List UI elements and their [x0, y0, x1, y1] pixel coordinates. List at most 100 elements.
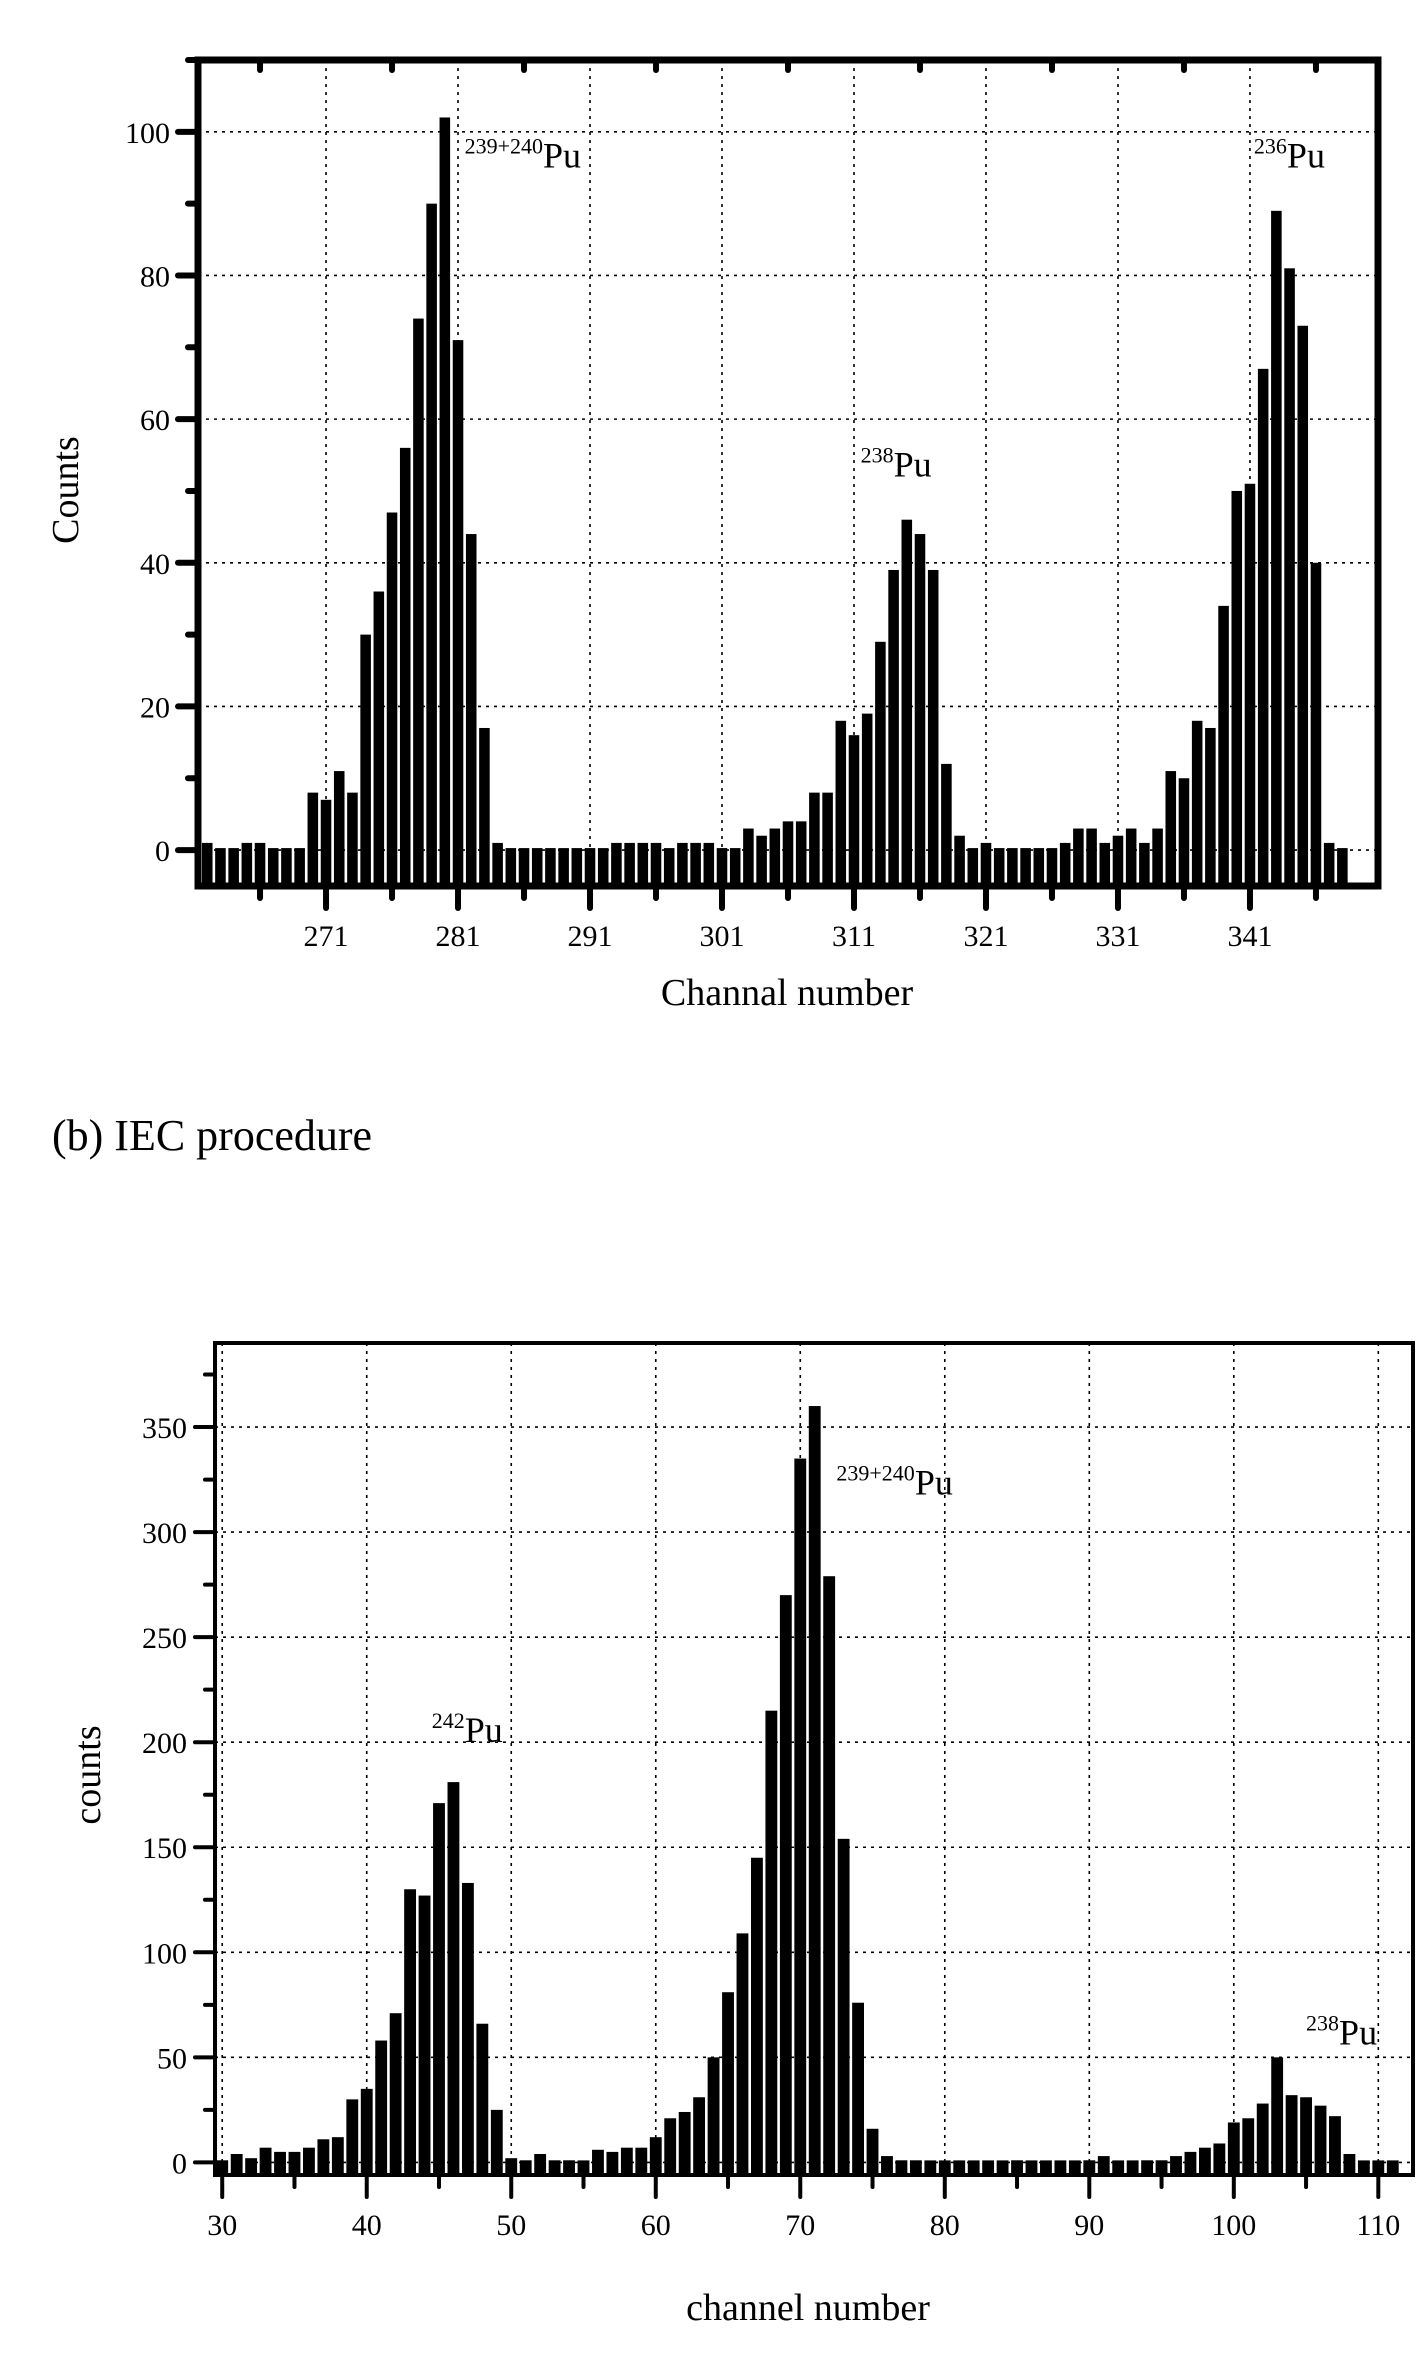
bar — [1337, 848, 1348, 886]
bar — [1285, 2095, 1298, 2175]
bar — [465, 534, 477, 886]
x-tick-label: 80 — [930, 2209, 960, 2242]
y-tick-label: 350 — [142, 1412, 187, 1445]
bar — [592, 2149, 604, 2175]
bar — [1086, 828, 1097, 886]
bar — [331, 2137, 344, 2175]
bar — [439, 117, 451, 886]
bar — [1020, 848, 1031, 886]
bar — [346, 2099, 359, 2175]
bar — [1257, 368, 1269, 886]
bar — [320, 799, 332, 886]
bar — [941, 763, 952, 886]
y-tick-label: 300 — [142, 1517, 187, 1550]
bar — [1256, 2103, 1269, 2175]
bar — [281, 848, 292, 886]
bar — [756, 835, 767, 886]
bar — [215, 848, 226, 886]
x-tick-label: 90 — [1074, 2209, 1104, 2242]
bar — [1372, 2160, 1385, 2175]
y-tick-label: 100 — [142, 1937, 187, 1970]
bar — [375, 2040, 388, 2175]
bar — [690, 842, 701, 886]
y-axis-title: counts — [67, 1725, 109, 1824]
bar — [1178, 778, 1190, 886]
bar — [1083, 2160, 1096, 2175]
histogram-bars — [216, 1406, 1399, 2175]
bar — [693, 2097, 706, 2175]
bar — [924, 2160, 937, 2175]
bar — [703, 842, 715, 886]
y-tick-label: 20 — [140, 691, 170, 724]
bar — [1244, 483, 1256, 886]
bar — [228, 848, 239, 886]
bar — [360, 634, 371, 886]
bar — [809, 792, 820, 886]
bar — [996, 2160, 1009, 2175]
bar — [548, 2160, 561, 2175]
bar — [259, 2147, 272, 2175]
bar — [852, 2002, 865, 2175]
plot-frame — [213, 1341, 1415, 2177]
x-tick-label: 341 — [1227, 920, 1272, 953]
bar — [808, 1406, 821, 2175]
bar — [492, 842, 503, 886]
x-tick-label: 60 — [641, 2209, 671, 2242]
y-tick-label: 100 — [125, 117, 170, 150]
y-axis: 0 50 100 150 200 250 300 350 — [142, 1372, 217, 2180]
bar — [418, 1895, 431, 2175]
bar — [953, 2160, 966, 2175]
bar — [534, 2153, 547, 2175]
bar — [982, 2160, 995, 2175]
bar — [1300, 2097, 1312, 2175]
bar — [1218, 605, 1229, 886]
bar — [677, 842, 688, 886]
bar — [584, 848, 596, 886]
bar — [649, 2137, 662, 2175]
x-axis-title: channel number — [686, 2287, 930, 2329]
peak-label: 238Pu — [1306, 2011, 1377, 2053]
bar — [1386, 2160, 1399, 2175]
bar — [822, 792, 833, 886]
y-tick-label: 250 — [142, 1622, 187, 1655]
bar — [1165, 771, 1177, 886]
bar — [518, 848, 530, 886]
bar — [360, 2088, 373, 2175]
bar — [1139, 842, 1150, 886]
bar — [664, 2118, 677, 2175]
bar — [1198, 2147, 1211, 2175]
bar — [1099, 842, 1111, 886]
bar — [505, 2158, 518, 2175]
bar — [433, 1803, 445, 2175]
x-tick-label: 301 — [700, 920, 745, 953]
bar — [1054, 2160, 1067, 2175]
bar — [1040, 2160, 1052, 2175]
bar — [736, 1933, 749, 2175]
bar — [1242, 2118, 1255, 2175]
bar — [505, 848, 517, 886]
peak-label: 239+240Pu — [465, 134, 581, 176]
peak-label: 239+240Pu — [836, 1460, 952, 1502]
bar — [303, 2147, 315, 2175]
peak-label: 238Pu — [861, 443, 932, 485]
bar — [750, 1857, 763, 2175]
bar — [895, 2160, 908, 2175]
bar — [835, 720, 847, 886]
bar — [635, 2147, 648, 2175]
bar — [980, 842, 992, 886]
bar — [794, 1458, 807, 2175]
bar — [452, 340, 464, 887]
bar — [1213, 2143, 1226, 2175]
bar — [1297, 325, 1309, 886]
bar — [476, 2023, 489, 2175]
bar — [1059, 842, 1071, 886]
bar — [201, 842, 213, 886]
bar — [447, 1782, 460, 2175]
bar — [861, 713, 873, 886]
bar — [914, 534, 926, 886]
bar — [1184, 2151, 1197, 2175]
bar — [888, 569, 899, 886]
x-tick-label: 70 — [785, 2209, 815, 2242]
bar — [245, 2158, 258, 2175]
y-tick-label: 60 — [140, 404, 170, 437]
